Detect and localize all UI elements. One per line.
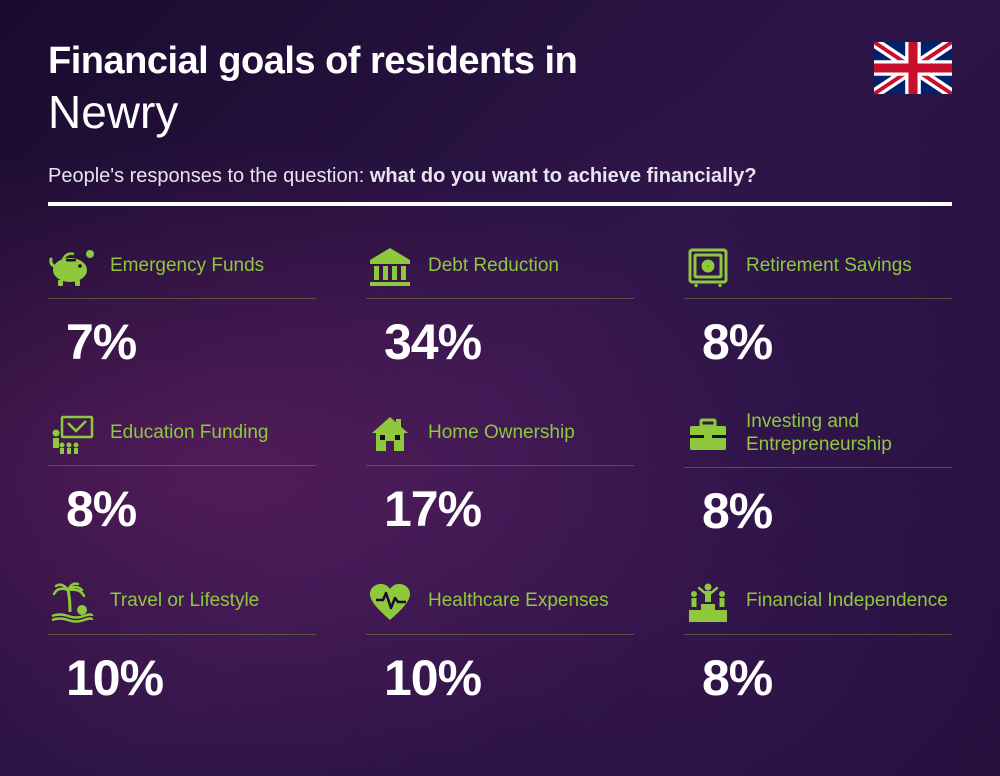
card-label: Investing and Entrepreneurship (746, 411, 952, 457)
card-home-ownership: Home Ownership 17% (366, 411, 634, 540)
page-title-prefix: Financial goals of residents in (48, 40, 952, 83)
card-travel: Travel or Lifestyle 10% (48, 580, 316, 707)
card-retirement-savings: Retirement Savings 8% (684, 244, 952, 371)
card-emergency-funds: Emergency Funds 7% (48, 244, 316, 371)
podium-icon (684, 580, 732, 624)
card-label: Debt Reduction (428, 255, 559, 278)
heart-pulse-icon (366, 580, 414, 624)
card-value: 8% (66, 480, 316, 538)
palm-icon (48, 580, 96, 624)
card-investing: Investing and Entrepreneurship 8% (684, 411, 952, 540)
card-label: Healthcare Expenses (428, 590, 609, 613)
piggy-bank-icon (48, 244, 96, 288)
stats-grid: Emergency Funds 7% Debt Reduction 34% Re… (48, 244, 952, 707)
card-debt-reduction: Debt Reduction 34% (366, 244, 634, 371)
card-value: 10% (384, 649, 634, 707)
card-value: 8% (702, 313, 952, 371)
page-title-city: Newry (48, 85, 952, 139)
subtitle-lead: People's responses to the question: (48, 165, 370, 187)
card-value: 10% (66, 649, 316, 707)
card-label: Emergency Funds (110, 255, 264, 278)
card-financial-independence: Financial Independence 8% (684, 580, 952, 707)
card-label: Travel or Lifestyle (110, 590, 259, 613)
divider (48, 202, 952, 206)
card-education-funding: Education Funding 8% (48, 411, 316, 540)
safe-icon (684, 244, 732, 288)
card-label: Financial Independence (746, 590, 948, 613)
card-value: 8% (702, 482, 952, 540)
card-label: Retirement Savings (746, 255, 912, 278)
uk-flag-icon (874, 42, 952, 92)
subtitle: People's responses to the question: what… (48, 165, 952, 188)
briefcase-icon (684, 412, 732, 456)
card-value: 34% (384, 313, 634, 371)
card-label: Education Funding (110, 422, 268, 445)
header: Financial goals of residents in Newry Pe… (48, 40, 952, 206)
house-icon (366, 411, 414, 455)
card-value: 17% (384, 480, 634, 538)
card-label: Home Ownership (428, 422, 575, 445)
card-healthcare: Healthcare Expenses 10% (366, 580, 634, 707)
card-value: 8% (702, 649, 952, 707)
bank-icon (366, 244, 414, 288)
education-icon (48, 411, 96, 455)
card-value: 7% (66, 313, 316, 371)
subtitle-bold: what do you want to achieve financially? (370, 165, 757, 187)
